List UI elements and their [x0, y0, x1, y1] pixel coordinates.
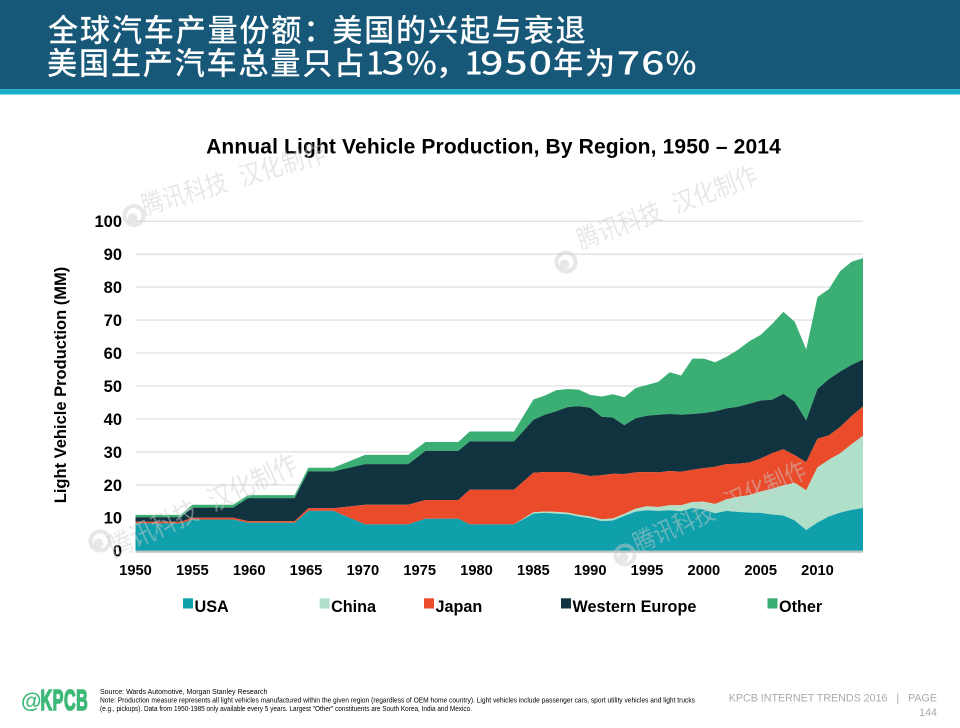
svg-text:60: 60	[104, 345, 122, 363]
svg-text:Light Vehicle Production (MM): Light Vehicle Production (MM)	[52, 267, 70, 504]
svg-text:1980: 1980	[460, 563, 493, 579]
svg-text:10: 10	[104, 510, 122, 528]
svg-text:100: 100	[94, 213, 122, 231]
svg-text:2000: 2000	[688, 563, 721, 579]
svg-text:Annual Light Vehicle Productio: Annual Light Vehicle Production, By Regi…	[206, 136, 781, 159]
svg-text:0: 0	[113, 543, 122, 561]
svg-text:20: 20	[104, 477, 122, 495]
svg-text:2010: 2010	[801, 563, 834, 579]
svg-text:1990: 1990	[574, 563, 607, 579]
svg-text:(e.g., pickups). Data from 195: (e.g., pickups). Data from 1950-1985 onl…	[100, 706, 472, 713]
svg-text:USA: USA	[195, 598, 229, 616]
svg-text:1975: 1975	[403, 563, 436, 579]
svg-text:1970: 1970	[346, 563, 379, 579]
svg-text:1950: 1950	[119, 563, 152, 579]
svg-text:Japan: Japan	[436, 598, 483, 616]
svg-text:1995: 1995	[631, 563, 664, 579]
svg-text:KPCB INTERNET TRENDS 2016 |: KPCB INTERNET TRENDS 2016 | PAGE	[729, 693, 937, 705]
svg-text:80: 80	[104, 279, 122, 297]
svg-text:China: China	[331, 598, 377, 616]
svg-text:Source: Wards Automotive, Morg: Source: Wards Automotive, Morgan Stanley…	[100, 689, 268, 696]
svg-text:Note: Production measure repre: Note: Production measure represents all …	[100, 698, 695, 705]
svg-text:KPCB: KPCB	[41, 684, 89, 716]
svg-text:144: 144	[919, 707, 937, 719]
svg-text:@: @	[21, 690, 41, 713]
svg-text:1960: 1960	[233, 563, 266, 579]
svg-text:70: 70	[104, 312, 122, 330]
svg-text:Other: Other	[779, 598, 823, 616]
svg-text:1965: 1965	[290, 563, 323, 579]
svg-text:Western Europe: Western Europe	[573, 598, 697, 616]
svg-text:1955: 1955	[176, 563, 209, 579]
svg-text:40: 40	[104, 411, 122, 429]
svg-text:50: 50	[104, 378, 122, 396]
svg-text:2005: 2005	[744, 563, 777, 579]
svg-text:90: 90	[104, 246, 122, 264]
svg-text:30: 30	[104, 444, 122, 462]
svg-text:1985: 1985	[517, 563, 550, 579]
